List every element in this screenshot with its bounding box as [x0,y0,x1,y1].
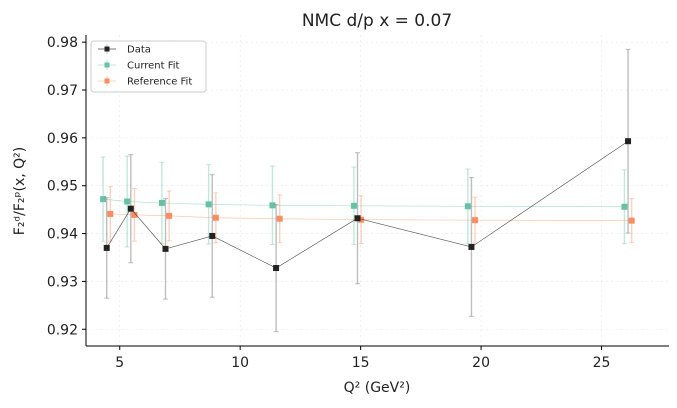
legend: Data Current Fit Reference Fit [90,40,207,93]
data-point [107,210,114,217]
data-point [212,214,219,221]
grid [86,35,669,346]
y-axis-label: F₂ᵈ/F₂ᵖ(x, Q²) [12,147,28,235]
legend-label: Current Fit [127,61,180,72]
legend-marker [104,78,110,84]
data-point [103,244,110,251]
legend-frame [90,40,207,93]
x-tick-label: 15 [352,355,370,371]
x-tick-label: 20 [472,355,490,371]
series-line [103,198,625,208]
data-point [354,215,361,222]
series-reference-fit [107,186,635,245]
y-tick-label: 0.98 [47,35,78,51]
data-point [205,201,212,208]
y-tick-label: 0.93 [47,274,78,290]
y-tick-label: 0.94 [47,227,78,243]
x-axis-label: Q² (GeV²) [344,380,411,396]
data-point [621,203,628,210]
x-tick-label: 10 [231,355,249,371]
data-point [166,212,173,219]
series-line [106,140,629,269]
legend-label: Data [127,45,151,56]
legend-marker [104,62,110,68]
x-tick-label: 25 [593,355,611,371]
data-point [625,138,632,145]
data-point [464,203,471,210]
chart-title: NMC d/p x = 0.07 [302,11,452,31]
y-tick-label: 0.92 [47,322,78,338]
legend-items: Data Current Fit Reference Fit [98,44,192,88]
ticks: 5 10 15 20 25 0.92 0.93 0.94 0.95 0.96 0.97 0.98 [47,35,611,371]
data-point [276,215,283,222]
data-point [358,216,365,223]
data-point [472,217,479,224]
series-data [103,48,632,333]
series [100,48,635,333]
data-point [158,199,165,206]
data-point [100,196,107,203]
series-current-fit [100,155,628,248]
data-point [269,202,276,209]
x-tick-label: 5 [115,355,124,371]
data-point [162,245,169,252]
y-tick-label: 0.96 [47,131,78,147]
data-point [628,217,635,224]
y-tick-label: 0.95 [47,179,78,195]
data-point [468,243,475,250]
data-point [124,198,131,205]
legend-label: Reference Fit [127,77,192,88]
series-line [110,213,632,221]
data-point [350,202,357,209]
y-tick-label: 0.97 [47,83,78,99]
legend-marker [104,46,110,52]
data-point [131,211,138,218]
axes [85,35,669,347]
data-point [273,265,280,272]
data-point [127,205,134,212]
data-point [209,232,216,239]
